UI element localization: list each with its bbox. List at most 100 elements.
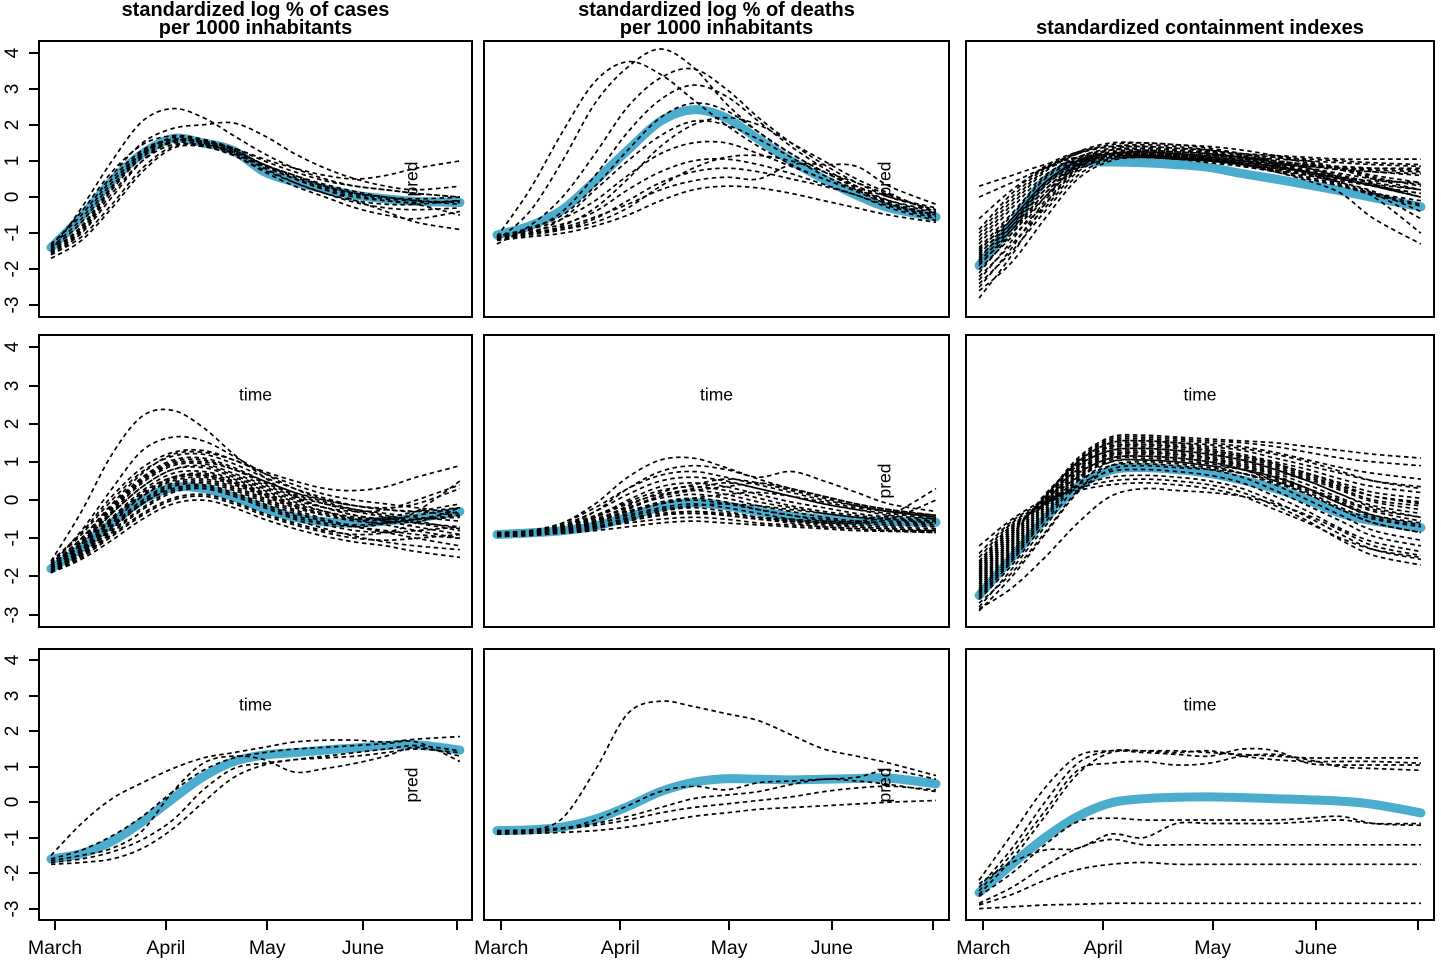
x-axis-month-label: April xyxy=(146,937,186,959)
time-axis-annotation: time xyxy=(1183,694,1217,715)
y-axis-tick-label: 0 xyxy=(2,494,23,506)
y-axis-tick xyxy=(29,268,38,271)
y-axis-tick xyxy=(29,87,38,90)
y-axis-tick-label: 4 xyxy=(2,47,23,58)
member-country-curve xyxy=(978,468,1422,562)
column-title-deaths-line2: per 1000 inhabitants xyxy=(619,17,814,39)
member-country-curve xyxy=(978,155,1422,265)
y-axis-tick-label: -2 xyxy=(2,260,23,278)
panel-border xyxy=(38,40,473,318)
member-country-curve xyxy=(50,480,461,570)
y-axis-tick xyxy=(29,907,38,910)
y-axis-tick xyxy=(29,575,38,578)
member-country-curve xyxy=(496,157,937,238)
member-country-curve xyxy=(978,443,1422,574)
x-axis-month-label: June xyxy=(341,937,385,959)
member-country-curve xyxy=(978,482,1422,559)
panel-plot-area xyxy=(965,40,1435,318)
x-axis-tick xyxy=(982,921,985,930)
member-country-curve xyxy=(978,145,1422,234)
column-title-cases-line1: standardized log % of cases xyxy=(121,0,390,21)
member-country-curve xyxy=(978,154,1422,278)
member-country-curve xyxy=(978,143,1422,234)
member-country-curve xyxy=(978,447,1421,591)
x-axis-month-label: March xyxy=(474,937,529,959)
y-axis-tick-label: -2 xyxy=(2,568,23,585)
member-country-curve xyxy=(50,450,461,568)
y-axis-tick-label: -3 xyxy=(2,296,23,314)
y-axis-tick xyxy=(29,801,38,804)
x-axis-tick xyxy=(266,921,269,930)
panel-row3-col2 xyxy=(483,648,950,921)
member-country-curve xyxy=(50,138,460,251)
member-country-curve xyxy=(496,185,937,242)
member-country-curve xyxy=(978,433,1421,578)
member-country-curve xyxy=(496,482,937,538)
member-country-curve xyxy=(978,154,1421,188)
member-country-curve xyxy=(978,753,1421,892)
y-axis-tick-label: -3 xyxy=(2,900,23,918)
x-axis-tick xyxy=(1416,921,1419,930)
member-country-curve xyxy=(496,778,937,832)
member-country-curve xyxy=(50,460,461,566)
x-axis-tick xyxy=(455,921,458,930)
y-axis-tick-label: 2 xyxy=(2,119,23,131)
time-axis-annotation: time xyxy=(1183,384,1217,405)
column-title-cases-line2: per 1000 inhabitants xyxy=(158,17,353,39)
y-axis-tick xyxy=(29,730,38,733)
y-axis-tick xyxy=(29,836,38,839)
x-axis-tick xyxy=(1102,921,1105,930)
panel-row1-col1 xyxy=(38,40,473,318)
panel-border xyxy=(38,648,473,921)
panel-border xyxy=(483,40,950,318)
member-country-curve xyxy=(50,142,460,256)
member-country-curve xyxy=(978,748,1421,888)
x-axis-tick xyxy=(500,921,503,930)
member-country-curve xyxy=(978,464,1422,612)
member-country-curve xyxy=(496,119,937,242)
panel-plot-area xyxy=(483,40,950,318)
mean-prediction-curve xyxy=(492,773,941,836)
member-country-curve xyxy=(978,150,1422,299)
member-country-curve xyxy=(496,140,937,236)
mean-prediction-curve xyxy=(974,157,1426,271)
y-axis-tick-label: 3 xyxy=(2,380,23,391)
member-country-curve xyxy=(978,156,1422,292)
y-axis-tick xyxy=(29,51,38,54)
member-country-curve xyxy=(496,470,937,534)
x-axis-tick xyxy=(1315,921,1318,930)
member-country-curve xyxy=(50,487,460,574)
x-axis-tick xyxy=(931,921,934,930)
panel-row2-col2 xyxy=(483,334,950,628)
mean-prediction-curve xyxy=(974,792,1426,898)
y-axis-tick xyxy=(29,613,38,616)
member-country-curve xyxy=(50,121,460,245)
y-axis-tick xyxy=(29,232,38,235)
x-axis-month-label: May xyxy=(1194,937,1232,959)
y-axis-tick-label: -2 xyxy=(2,864,23,882)
member-country-curve xyxy=(50,499,461,574)
member-country-curve xyxy=(496,84,937,240)
member-country-curve xyxy=(50,452,460,564)
y-axis-tick-label: 2 xyxy=(2,726,23,737)
member-country-curve xyxy=(496,497,937,538)
member-country-curve xyxy=(496,116,937,240)
member-country-curve xyxy=(50,138,460,256)
member-country-curve xyxy=(496,154,937,238)
time-axis-annotation: time xyxy=(699,384,734,405)
panel-plot-area xyxy=(38,648,473,921)
member-country-curve xyxy=(50,137,461,251)
y-axis-tick xyxy=(29,196,38,199)
member-country-curve xyxy=(50,139,461,252)
panel-plot-area xyxy=(965,648,1435,921)
member-country-curve xyxy=(978,451,1422,570)
panel-border xyxy=(483,648,950,921)
y-axis-tick-label: 3 xyxy=(2,83,23,95)
y-axis-tick xyxy=(29,499,38,502)
member-country-curve xyxy=(50,479,460,572)
member-country-curve xyxy=(496,489,937,534)
member-country-curve xyxy=(978,449,1422,593)
member-country-curve xyxy=(50,142,460,254)
mean-prediction-curve xyxy=(492,105,941,240)
